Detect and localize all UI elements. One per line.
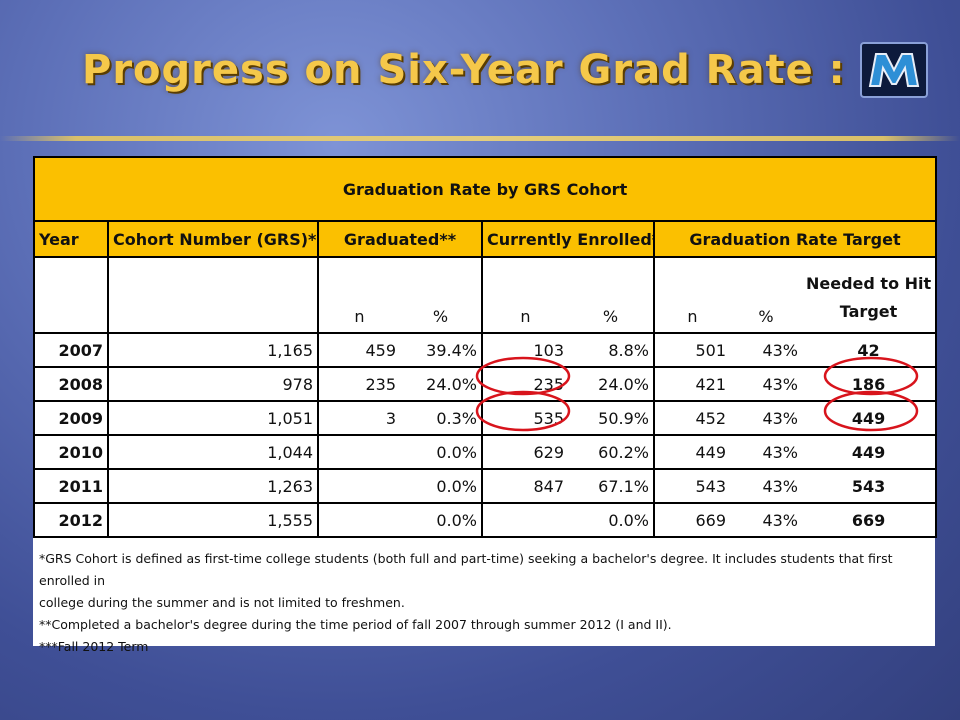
- table-row: 2007 1,165 459 39.4% 103 8.8% 501 43% 42: [33, 333, 938, 368]
- table-row: 2011 1,263 0.0% 847 67.1% 543 43% 543: [33, 469, 938, 504]
- table-row: 2012 1,555 0.0% 0.0% 669 43% 669: [33, 503, 938, 538]
- subheader-blank: [33, 257, 109, 334]
- enrolled-n-cell: 847: [482, 469, 568, 504]
- slide-title-text: Progress on Six-Year Grad Rate :: [82, 47, 846, 93]
- header-graduated: Graduated**: [317, 220, 483, 258]
- graduated-pct-cell: 0.3%: [400, 401, 483, 436]
- enrolled-pct-cell: 60.2%: [568, 435, 655, 470]
- target-n-cell: 421: [654, 367, 730, 402]
- enrolled-pct-cell: 67.1%: [568, 469, 655, 504]
- footnote-line: *GRS Cohort is defined as first-time col…: [39, 551, 893, 588]
- enrolled-n-cell: 103: [482, 333, 568, 368]
- subheader-grad-n: n: [318, 257, 400, 334]
- subheader-needed-line1: Needed to Hit: [806, 274, 932, 293]
- cohort-cell: 1,051: [108, 401, 319, 436]
- target-pct-cell: 43%: [730, 333, 802, 368]
- cohort-cell: 1,263: [108, 469, 319, 504]
- header-target: Graduation Rate Target: [652, 220, 938, 258]
- subheader-blank-cohort: [108, 257, 319, 334]
- graduated-pct-cell: 0.0%: [400, 435, 483, 470]
- subheader-needed: Needed to Hit Target: [802, 257, 938, 334]
- needed-cell: 449: [802, 435, 938, 470]
- university-logo: [859, 42, 928, 98]
- subheader-tgt-pct: %: [730, 257, 802, 334]
- enrolled-n-cell: 535: [482, 401, 568, 436]
- enrolled-n-cell: [482, 503, 568, 538]
- table-row: 2008 978 235 24.0% 235 24.0% 421 43% 186: [33, 367, 938, 402]
- graduated-pct-cell: 24.0%: [400, 367, 483, 402]
- subheader-enr-n: n: [482, 257, 568, 334]
- graduated-n-cell: [318, 469, 400, 504]
- subheader-enr-pct: %: [568, 257, 655, 334]
- enrolled-n-cell: 629: [482, 435, 568, 470]
- graduated-n-cell: 459: [318, 333, 400, 368]
- cohort-cell: 1,044: [108, 435, 319, 470]
- target-n-cell: 452: [654, 401, 730, 436]
- target-n-cell: 501: [654, 333, 730, 368]
- graduated-n-cell: 235: [318, 367, 400, 402]
- cohort-cell: 978: [108, 367, 319, 402]
- target-pct-cell: 43%: [730, 401, 802, 436]
- needed-cell: 42: [802, 333, 938, 368]
- slide-title: Progress on Six-Year Grad Rate :: [82, 40, 928, 100]
- subheader-grad-pct: %: [400, 257, 483, 334]
- graduated-n-cell: [318, 503, 400, 538]
- subheader-tgt-n: n: [654, 257, 730, 334]
- graduation-table-sheet: Graduation Rate by GRS Cohort Year Cohor…: [32, 156, 938, 654]
- target-n-cell: 543: [654, 469, 730, 504]
- needed-cell: 449: [802, 401, 938, 436]
- year-cell: 2010: [33, 435, 109, 470]
- graduated-n-cell: [318, 435, 400, 470]
- enrolled-pct-cell: 24.0%: [568, 367, 655, 402]
- target-pct-cell: 43%: [730, 435, 802, 470]
- graduation-rate-table: Graduation Rate by GRS Cohort Year Cohor…: [32, 156, 938, 538]
- needed-cell: 669: [802, 503, 938, 538]
- enrolled-n-cell: 235: [482, 367, 568, 402]
- graduated-pct-cell: 39.4%: [400, 333, 483, 368]
- header-year: Year: [33, 220, 109, 258]
- target-n-cell: 669: [654, 503, 730, 538]
- footnote-line: **Completed a bachelor's degree during t…: [39, 617, 672, 632]
- enrolled-pct-cell: 8.8%: [568, 333, 655, 368]
- footnote-line: ***Fall 2012 Term: [39, 639, 149, 654]
- year-cell: 2009: [33, 401, 109, 436]
- year-cell: 2011: [33, 469, 109, 504]
- header-enrolled: Currently Enrolled***: [481, 220, 655, 258]
- year-cell: 2012: [33, 503, 109, 538]
- graduated-pct-cell: 0.0%: [400, 503, 483, 538]
- target-n-cell: 449: [654, 435, 730, 470]
- footnote-line: college during the summer and is not lim…: [39, 595, 405, 610]
- needed-cell: 186: [802, 367, 938, 402]
- m-logo-icon: [868, 53, 919, 87]
- cohort-cell: 1,555: [108, 503, 319, 538]
- subheader-needed-line2: Target: [839, 302, 898, 321]
- target-pct-cell: 43%: [730, 469, 802, 504]
- year-cell: 2007: [33, 333, 109, 368]
- enrolled-pct-cell: 0.0%: [568, 503, 655, 538]
- year-cell: 2008: [33, 367, 109, 402]
- title-divider: [0, 136, 960, 141]
- graduated-n-cell: 3: [318, 401, 400, 436]
- enrolled-pct-cell: 50.9%: [568, 401, 655, 436]
- cohort-cell: 1,165: [108, 333, 319, 368]
- table-caption: Graduation Rate by GRS Cohort: [32, 156, 938, 222]
- footnotes: *GRS Cohort is defined as first-time col…: [33, 548, 935, 658]
- graduated-pct-cell: 0.0%: [400, 469, 483, 504]
- table-row: 2009 1,051 3 0.3% 535 50.9% 452 43% 449: [33, 401, 938, 436]
- target-pct-cell: 43%: [730, 503, 802, 538]
- target-pct-cell: 43%: [730, 367, 802, 402]
- needed-cell: 543: [802, 469, 938, 504]
- table-row: 2010 1,044 0.0% 629 60.2% 449 43% 449: [33, 435, 938, 470]
- header-cohort: Cohort Number (GRS)*: [107, 220, 319, 258]
